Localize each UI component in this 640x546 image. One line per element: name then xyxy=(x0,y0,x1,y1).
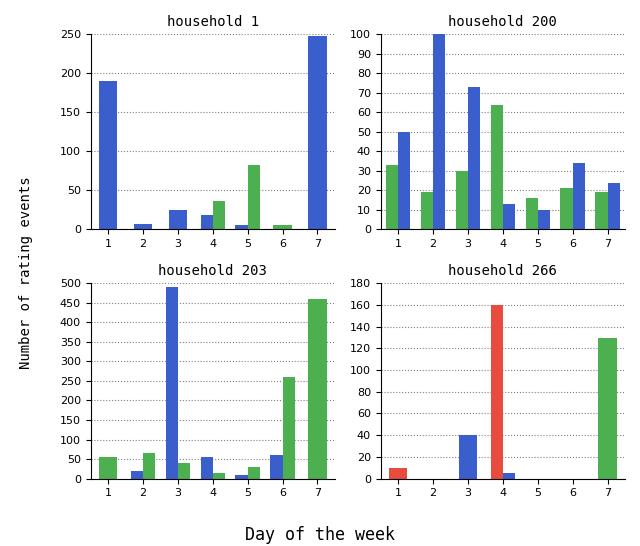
Bar xyxy=(248,165,260,229)
Bar xyxy=(248,467,260,478)
Bar xyxy=(308,36,326,229)
Bar xyxy=(131,471,143,478)
Bar xyxy=(236,225,248,229)
Text: Number of rating events: Number of rating events xyxy=(19,177,33,369)
Bar xyxy=(503,473,515,478)
Bar xyxy=(308,299,326,478)
Bar xyxy=(134,224,152,229)
Bar xyxy=(468,87,480,229)
Bar xyxy=(459,435,477,478)
Text: Day of the week: Day of the week xyxy=(245,526,395,544)
Bar xyxy=(525,198,538,229)
Bar xyxy=(178,463,190,478)
Bar xyxy=(200,457,212,478)
Bar xyxy=(99,81,117,229)
Bar xyxy=(607,182,620,229)
Bar xyxy=(456,171,468,229)
Bar xyxy=(283,377,295,478)
Bar xyxy=(598,337,617,478)
Bar xyxy=(595,192,607,229)
Bar xyxy=(561,188,573,229)
Bar xyxy=(433,34,445,229)
Bar xyxy=(200,215,212,229)
Bar xyxy=(386,165,398,229)
Bar xyxy=(169,210,187,229)
Bar xyxy=(99,457,117,478)
Bar xyxy=(573,163,585,229)
Title: household 266: household 266 xyxy=(449,264,557,278)
Title: household 1: household 1 xyxy=(166,15,259,29)
Bar xyxy=(503,204,515,229)
Bar xyxy=(273,225,292,229)
Bar xyxy=(389,468,407,478)
Bar xyxy=(212,473,225,478)
Title: household 200: household 200 xyxy=(449,15,557,29)
Bar xyxy=(236,474,248,478)
Bar xyxy=(398,132,410,229)
Title: household 203: household 203 xyxy=(158,264,268,278)
Bar xyxy=(166,287,178,478)
Bar xyxy=(491,305,503,478)
Bar xyxy=(491,104,503,229)
Bar xyxy=(421,192,433,229)
Bar xyxy=(270,455,283,478)
Bar xyxy=(212,200,225,229)
Bar xyxy=(538,210,550,229)
Bar xyxy=(143,453,155,478)
